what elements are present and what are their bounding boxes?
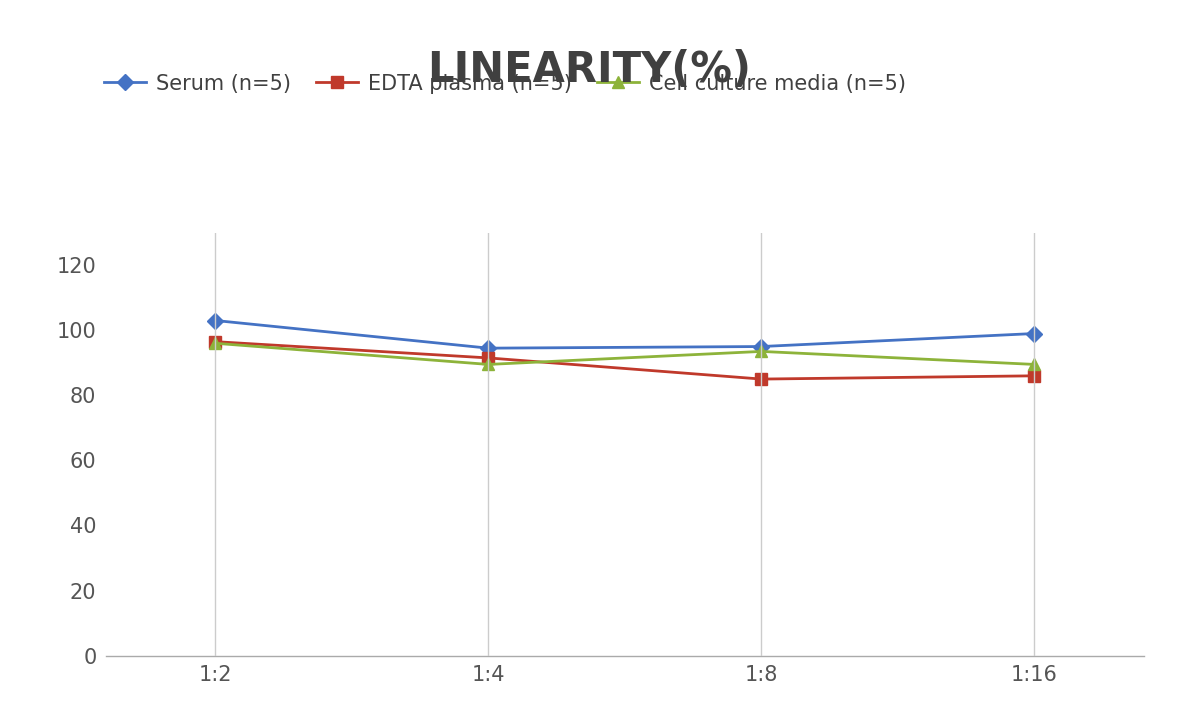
Serum (n=5) <box>481 344 495 352</box>
EDTA plasma (n=5) <box>209 338 223 346</box>
Cell culture media (n=5) <box>1027 360 1041 369</box>
Cell culture media (n=5) <box>209 339 223 348</box>
Cell culture media (n=5) <box>481 360 495 369</box>
Text: LINEARITY(%): LINEARITY(%) <box>428 49 751 92</box>
EDTA plasma (n=5) <box>481 354 495 362</box>
Serum (n=5) <box>755 343 769 351</box>
EDTA plasma (n=5) <box>755 375 769 384</box>
Legend: Serum (n=5), EDTA plasma (n=5), Cell culture media (n=5): Serum (n=5), EDTA plasma (n=5), Cell cul… <box>95 66 915 102</box>
Serum (n=5) <box>209 317 223 325</box>
Line: EDTA plasma (n=5): EDTA plasma (n=5) <box>210 336 1040 385</box>
EDTA plasma (n=5) <box>1027 372 1041 380</box>
Line: Serum (n=5): Serum (n=5) <box>210 315 1040 354</box>
Serum (n=5) <box>1027 329 1041 338</box>
Line: Cell culture media (n=5): Cell culture media (n=5) <box>209 337 1041 371</box>
Cell culture media (n=5) <box>755 347 769 355</box>
